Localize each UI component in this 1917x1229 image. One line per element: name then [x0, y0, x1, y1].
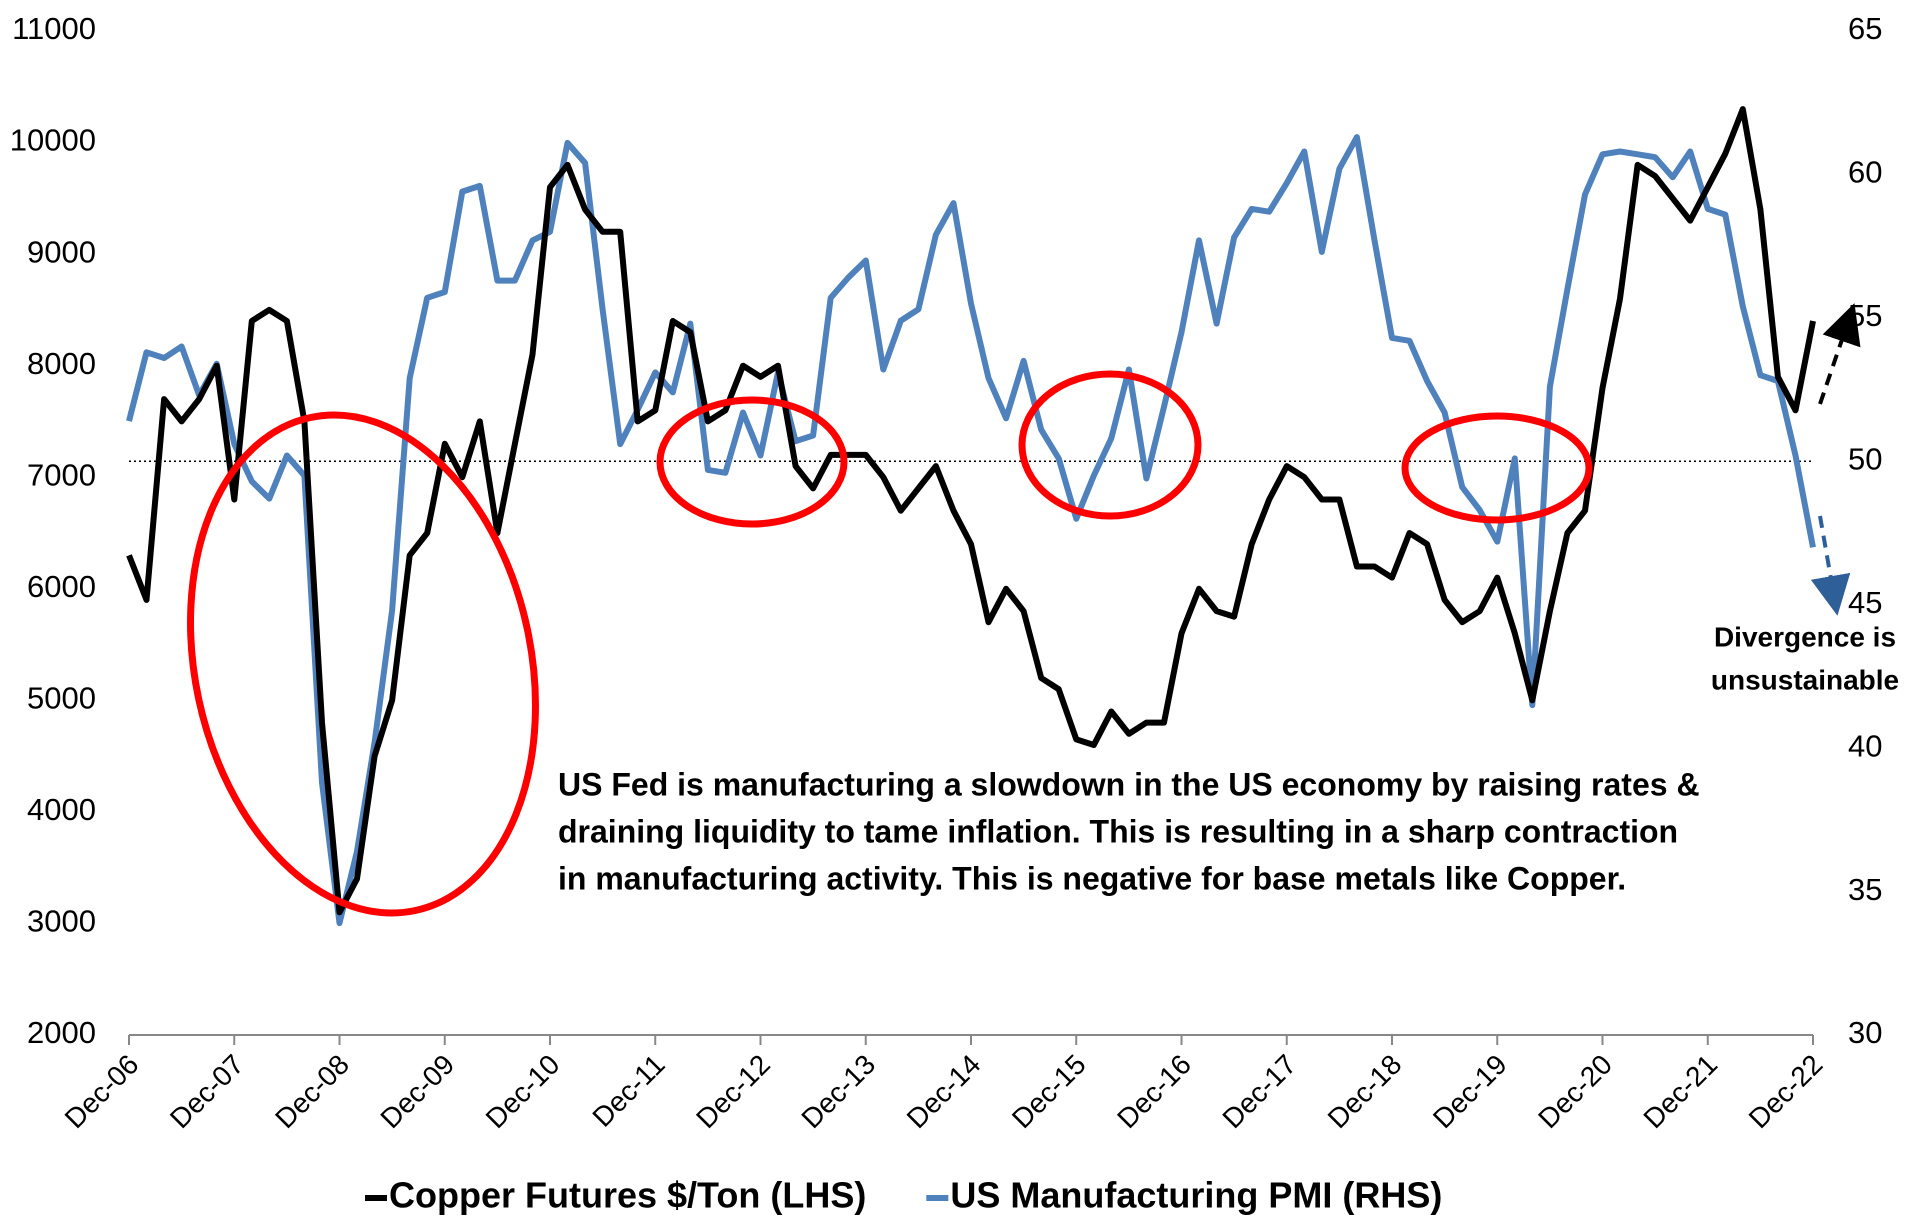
- y-tick-label: 10000: [10, 123, 96, 158]
- x-tick-label: Dec-14: [901, 1049, 987, 1135]
- y-tick-label: 5000: [27, 681, 96, 716]
- x-tick-label: Dec-15: [1006, 1049, 1092, 1135]
- highlight-circle: [1018, 370, 1202, 520]
- y2-tick-label: 35: [1848, 872, 1882, 907]
- x-tick-label: Dec-07: [164, 1049, 250, 1135]
- y2-tick-label: 40: [1848, 728, 1882, 763]
- x-tick-label: Dec-19: [1427, 1049, 1513, 1135]
- x-tick-label: Dec-10: [480, 1049, 566, 1135]
- y-tick-label: 11000: [12, 11, 96, 46]
- up-arrow: [1818, 303, 1861, 405]
- series-line: [126, 106, 1816, 916]
- y-tick-label: 4000: [27, 792, 96, 827]
- y-tick-label: 3000: [27, 904, 96, 939]
- x-tick-label: Dec-18: [1322, 1049, 1408, 1135]
- x-tick-label: Dec-11: [586, 1049, 670, 1133]
- x-tick-label: Dec-08: [269, 1049, 355, 1135]
- y2-tick-label: 30: [1848, 1015, 1882, 1050]
- x-tick-label: Dec-12: [690, 1049, 776, 1135]
- x-tick-label: Dec-22: [1743, 1049, 1829, 1135]
- x-tick-label: Dec-16: [1111, 1049, 1197, 1135]
- annotation: draining liquidity to tame inflation. Th…: [558, 813, 1678, 849]
- y-tick-label: 2000: [27, 1015, 96, 1050]
- legend-label: US Manufacturing PMI (RHS): [950, 1175, 1442, 1216]
- y2-tick-label: 60: [1848, 155, 1882, 190]
- y2-tick-label: 55: [1848, 298, 1882, 333]
- highlight-circles: [187, 370, 1593, 917]
- annotation: US Fed is manufacturing a slowdown in th…: [558, 766, 1700, 802]
- x-tick-label: Dec-20: [1532, 1049, 1618, 1135]
- highlight-circle: [187, 411, 539, 917]
- legend-label: Copper Futures $/Ton (LHS): [389, 1175, 866, 1216]
- highlight-circle: [656, 396, 848, 528]
- annotation: unsustainable: [1711, 664, 1899, 695]
- x-tick-label: Dec-17: [1216, 1049, 1302, 1135]
- highlight-circle: [1401, 412, 1593, 524]
- annotation: in manufacturing activity. This is negat…: [558, 860, 1626, 896]
- y2-tick-label: 45: [1848, 585, 1882, 620]
- y2-tick-label: 50: [1848, 441, 1882, 476]
- y-tick-label: 8000: [27, 346, 96, 381]
- annotation: Divergence is: [1714, 621, 1896, 652]
- series-line: [126, 134, 1816, 927]
- y-tick-label: 9000: [27, 234, 96, 269]
- y-tick-label: 6000: [27, 569, 96, 604]
- y-tick-label: 7000: [27, 457, 96, 492]
- y2-tick-label: 65: [1848, 11, 1882, 46]
- x-tick-label: Dec-21: [1637, 1049, 1723, 1135]
- x-tick-label: Dec-09: [374, 1049, 460, 1135]
- x-tick-label: Dec-06: [59, 1049, 145, 1135]
- x-tick-label: Dec-13: [795, 1049, 881, 1135]
- down-arrow: [1810, 515, 1851, 616]
